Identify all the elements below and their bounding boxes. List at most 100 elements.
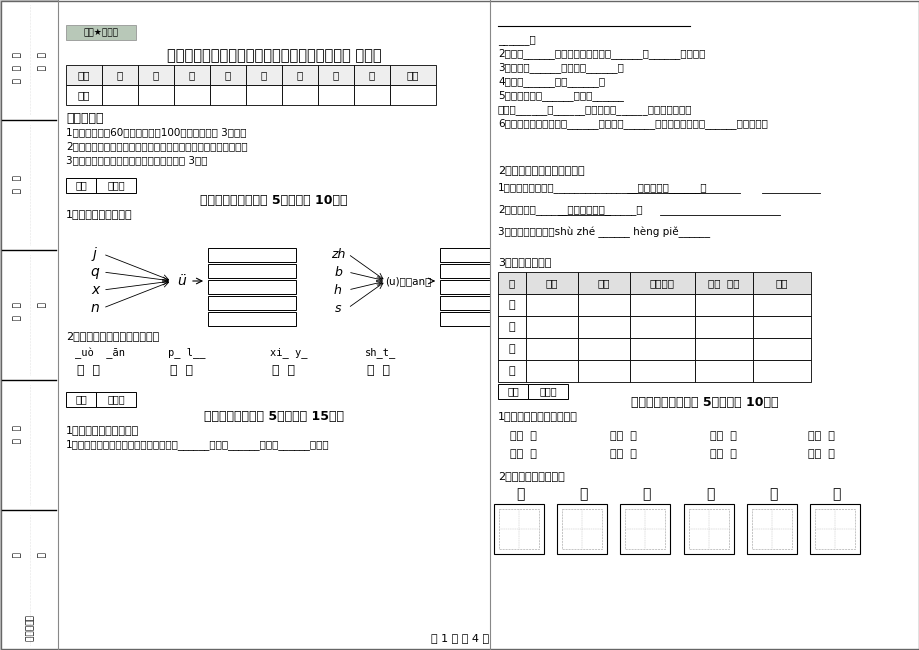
Text: 得分: 得分	[75, 395, 86, 404]
Bar	[526, 316, 577, 338]
Text: s: s	[335, 302, 341, 315]
Text: 第: 第	[508, 366, 515, 376]
Text: 号: 号	[10, 65, 19, 71]
Bar	[102, 85, 138, 105]
Bar	[66, 178, 96, 193]
Bar	[556, 504, 607, 554]
Text: 做  饭: 做 饭	[77, 363, 100, 376]
Bar	[245, 65, 282, 85]
Bar	[66, 65, 102, 85]
Text: 第 1 页 共 4 页: 第 1 页 共 4 页	[430, 633, 489, 643]
Text: 一、拼音部分（每题 5分，共计 10分）: 一、拼音部分（每题 5分，共计 10分）	[200, 194, 347, 207]
Text: 人（  ）: 人（ ）	[509, 449, 537, 459]
Text: 得分: 得分	[506, 387, 518, 396]
Bar	[66, 392, 96, 407]
Bar	[494, 504, 543, 554]
Text: 4、众人______，黄______。: 4、众人______，黄______。	[497, 77, 605, 88]
Bar	[354, 85, 390, 105]
Text: 3、满地的______比天上的______。: 3、满地的______比天上的______。	[497, 62, 623, 73]
Bar	[694, 272, 752, 294]
Text: 两（  ）: 两（ ）	[709, 449, 736, 459]
Bar	[809, 504, 859, 554]
Bar	[497, 272, 526, 294]
Bar	[814, 509, 854, 549]
Bar	[630, 272, 694, 294]
Text: n: n	[91, 301, 99, 315]
Bar	[439, 248, 490, 262]
Text: 再查几画: 再查几画	[650, 278, 675, 288]
Bar	[354, 65, 390, 85]
Bar	[746, 504, 796, 554]
Text: 评卷人: 评卷人	[108, 395, 125, 404]
Text: h: h	[334, 283, 342, 296]
Bar	[439, 264, 490, 278]
Text: 5、夏天来了，______风大，______: 5、夏天来了，______风大，______	[497, 90, 623, 101]
Text: 6、姑姑送我一只小鸟，______的羽毛，______的嘴巴，两只眼睛______的，可爱。: 6、姑姑送我一只小鸟，______的羽毛，______的嘴巴，两只眼睛_____…	[497, 118, 767, 129]
Bar	[497, 316, 526, 338]
Text: 班: 班	[36, 65, 44, 71]
Text: 四: 四	[224, 70, 231, 80]
Bar	[630, 338, 694, 360]
Text: 1、我会给下面的字组词。: 1、我会给下面的字组词。	[497, 411, 577, 421]
Bar	[624, 509, 664, 549]
Text: 飘  落: 飘 落	[170, 363, 193, 376]
Text: 3、查字典练习。: 3、查字典练习。	[497, 257, 550, 267]
Text: _uò  _ān: _uò _ān	[75, 347, 125, 359]
Bar	[208, 312, 296, 326]
Bar	[752, 316, 811, 338]
Text: 名: 名	[10, 176, 19, 181]
Text: 六: 六	[297, 70, 302, 80]
Text: 雨多。______和______都成熟了。______花和花都开了。: 雨多。______和______都成熟了。______花和花都开了。	[497, 105, 692, 115]
Bar	[562, 509, 601, 549]
Bar	[174, 65, 210, 85]
Text: 2、我会把字写漂亮。: 2、我会把字写漂亮。	[497, 471, 564, 481]
Text: 二: 二	[153, 70, 159, 80]
Text: 八: 八	[369, 70, 375, 80]
Text: 1、我会拼，我会写。: 1、我会拼，我会写。	[66, 209, 132, 219]
Text: 评卷人: 评卷人	[108, 181, 125, 190]
Text: (u)－（an）: (u)－（an）	[384, 276, 431, 286]
Text: 绝密★启用前: 绝密★启用前	[84, 29, 119, 38]
Text: 共（  ）面: 共（ ）面	[708, 278, 739, 288]
Bar	[694, 294, 752, 316]
Bar	[208, 296, 296, 310]
Bar	[318, 65, 354, 85]
Bar	[138, 85, 174, 105]
Bar	[526, 338, 577, 360]
Text: ü: ü	[177, 274, 187, 288]
Bar	[751, 509, 791, 549]
Bar	[497, 294, 526, 316]
Text: 乡（街道）: 乡（街道）	[24, 614, 32, 642]
Bar	[245, 85, 282, 105]
Text: 鲜  艳: 鲜 艳	[272, 363, 295, 376]
Bar	[210, 85, 245, 105]
Text: 1、考试时间：60分钟，满分为100分（含卷面分 3分）。: 1、考试时间：60分钟，满分为100分（含卷面分 3分）。	[66, 127, 246, 137]
Bar	[577, 338, 630, 360]
Text: 2、根据笔画笔顺知识填空。: 2、根据笔画笔顺知识填空。	[497, 165, 584, 175]
Text: 七: 七	[333, 70, 339, 80]
Bar	[577, 294, 630, 316]
Text: 学: 学	[10, 438, 19, 444]
Text: 2、「耳」共______笔，第二笔是______。: 2、「耳」共______笔，第二笔是______。	[497, 205, 642, 215]
Bar	[208, 248, 296, 262]
Text: 少（  ）: 少（ ）	[609, 449, 636, 459]
Text: 得分: 得分	[75, 181, 86, 190]
Text: 五: 五	[261, 70, 267, 80]
Bar	[630, 360, 694, 382]
Text: 手（  ）: 手（ ）	[807, 449, 834, 459]
Bar	[528, 384, 567, 399]
Bar	[282, 85, 318, 105]
Text: xi_ y_: xi_ y_	[269, 348, 307, 358]
Text: 半: 半	[705, 487, 713, 501]
Text: 2、江上______，但爱鲈鱼美。君看______，______风波里。: 2、江上______，但爱鲈鱼美。君看______，______风波里。	[497, 49, 705, 59]
Bar	[683, 504, 733, 554]
Bar	[752, 272, 811, 294]
Text: sh_t_: sh_t_	[365, 348, 396, 358]
Text: 二、填空题（每题 5分，共计 15分）: 二、填空题（每题 5分，共计 15分）	[204, 410, 344, 422]
Text: 2、请首先按要求在试卷的指定位置填写您的姓名、班级、学号。: 2、请首先按要求在试卷的指定位置填写您的姓名、班级、学号。	[66, 141, 247, 151]
Bar	[688, 509, 728, 549]
Text: 一: 一	[117, 70, 123, 80]
Bar	[694, 316, 752, 338]
Bar	[66, 85, 102, 105]
Text: 3、看拼音写笔画：shù zhé ______ hèng piě______: 3、看拼音写笔画：shù zhé ______ hèng piě______	[497, 226, 709, 238]
